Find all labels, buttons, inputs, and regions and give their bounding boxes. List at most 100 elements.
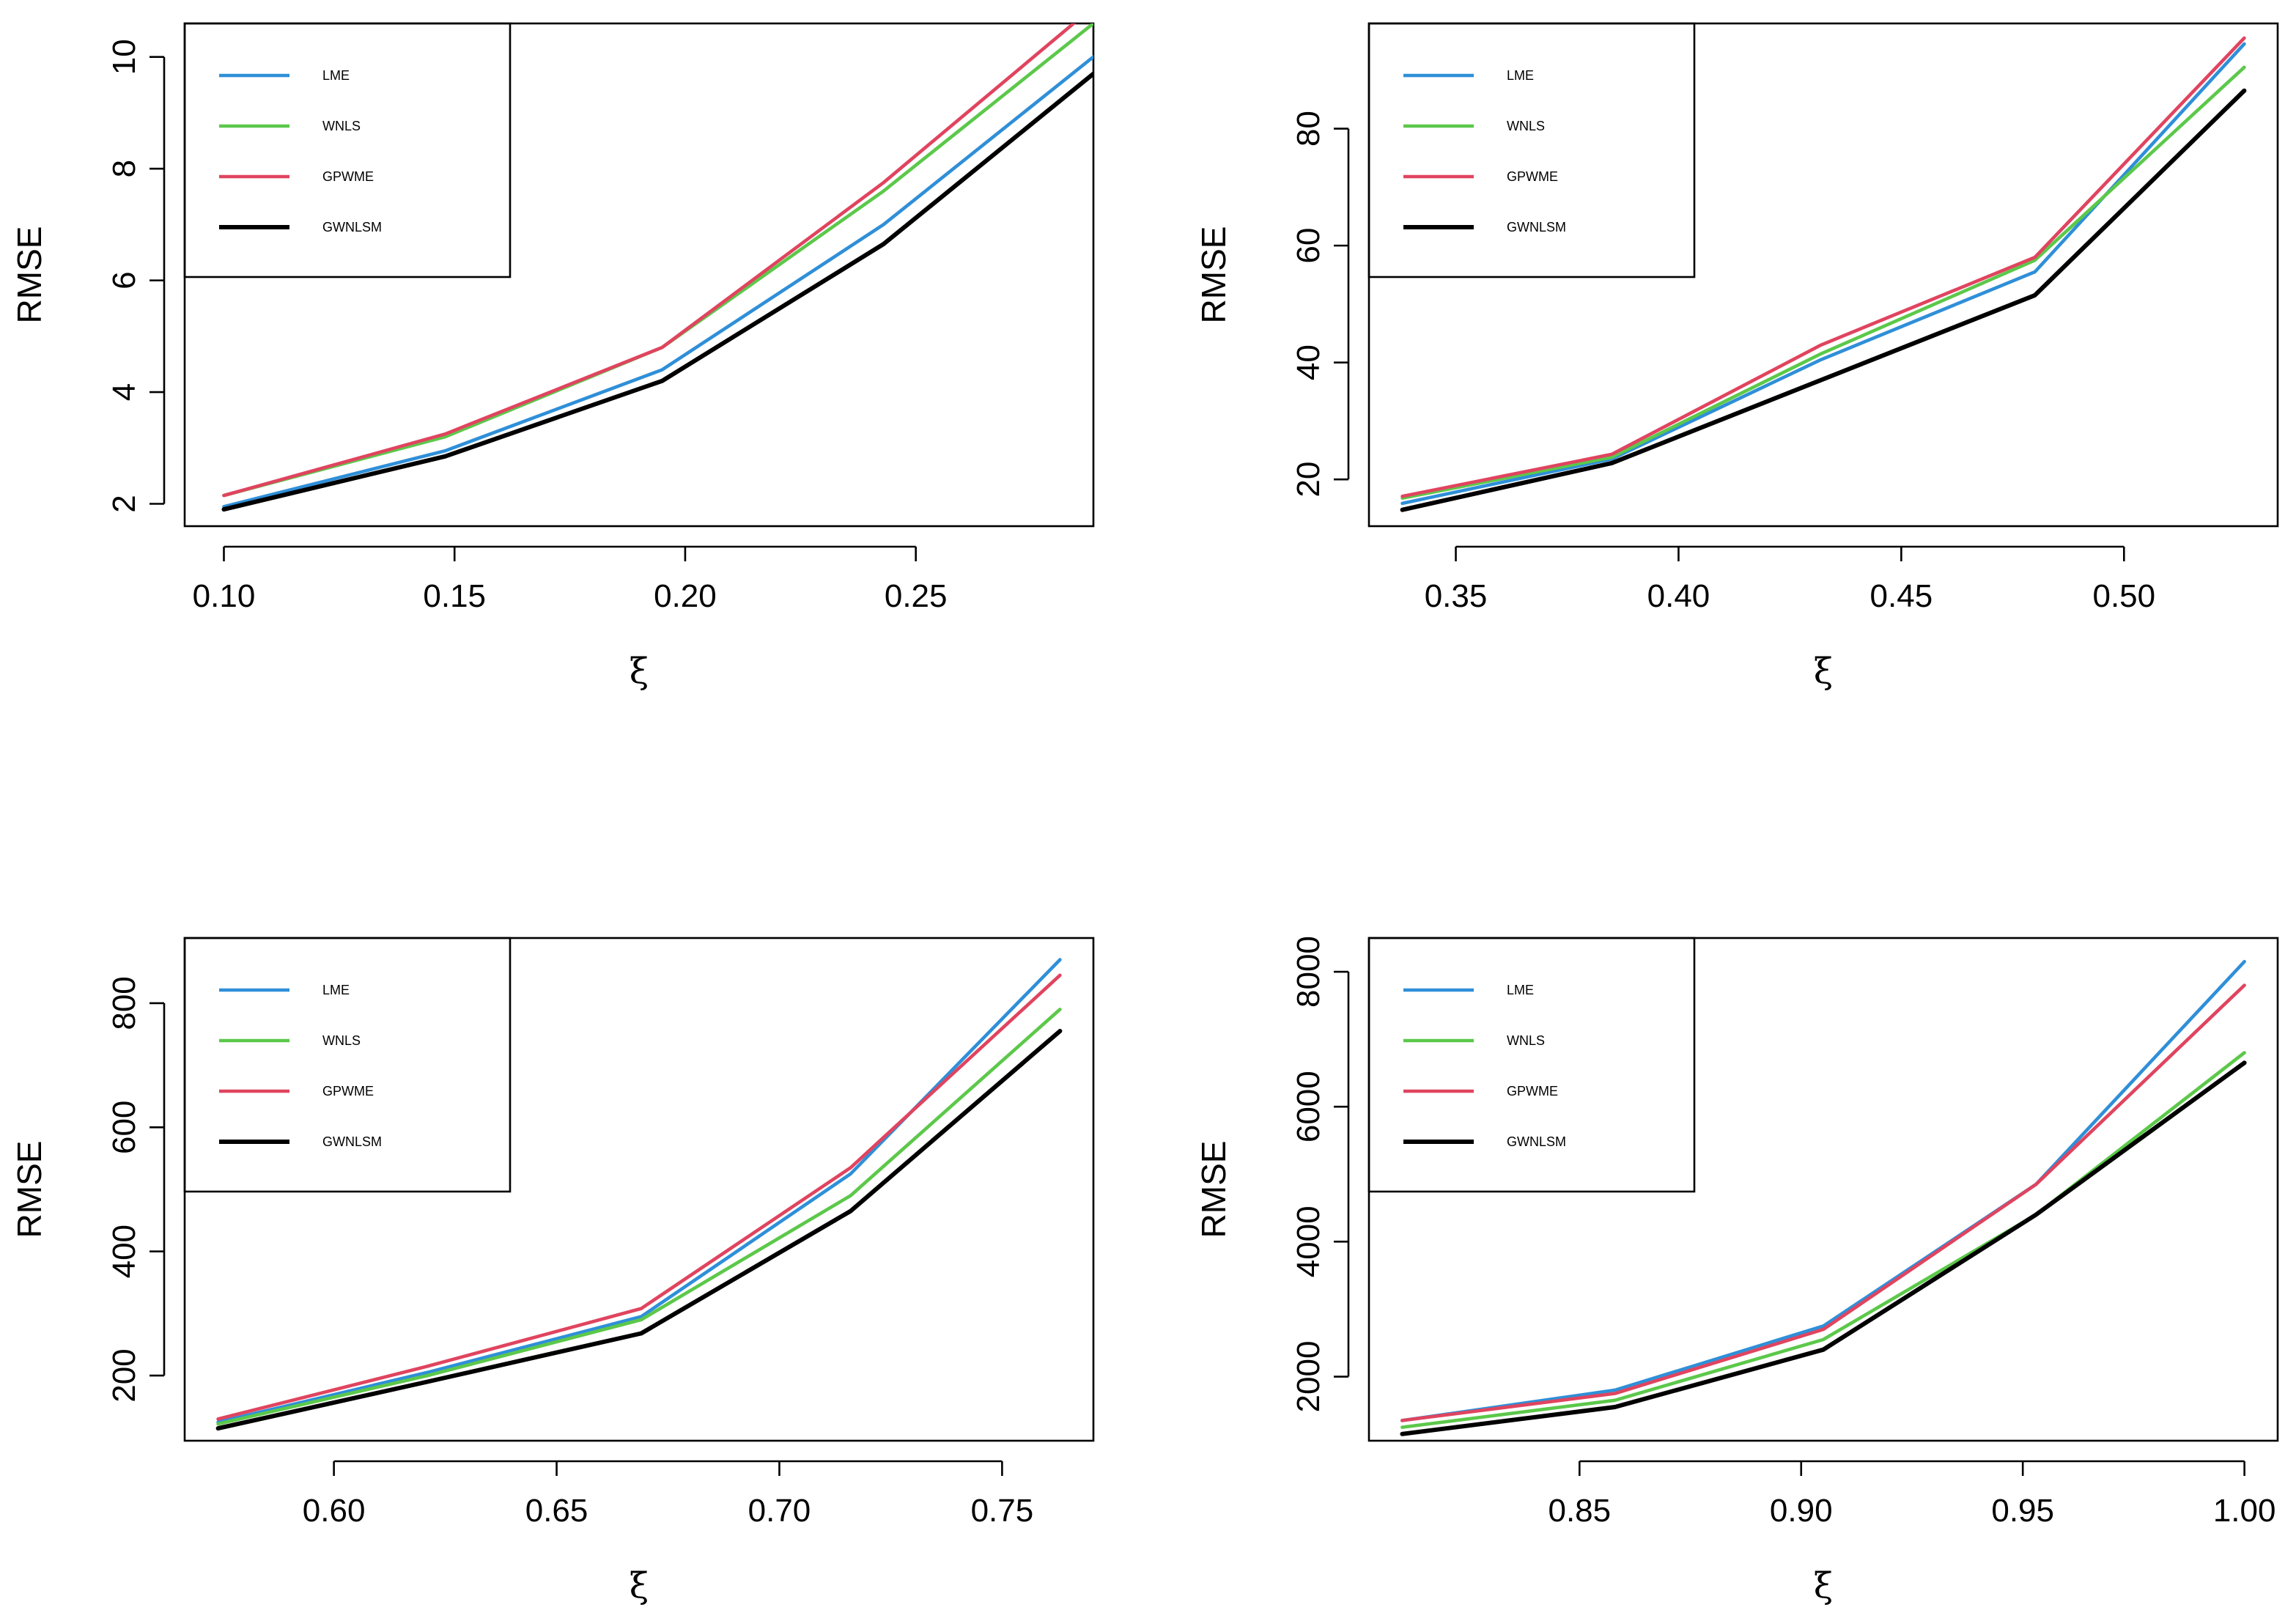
legend-label: GWNLSM (322, 1134, 382, 1149)
legend-box (183, 937, 512, 1193)
x-axis-title: ξ (1814, 1565, 1833, 1606)
x-axis-title: ξ (1814, 651, 1833, 692)
legend-label: WNLS (322, 119, 361, 133)
legend-items: LME WNLS GPWME GWNLSM (219, 68, 382, 235)
y-tick-label: 200 (106, 1348, 142, 1402)
x-axis-title: ξ (630, 651, 649, 692)
series-line-wnls (222, 23, 1093, 498)
x-tick-label: 1.00 (2213, 1493, 2276, 1529)
x-tick-label: 0.10 (193, 578, 256, 614)
series-line-lme (222, 54, 1093, 509)
y-axis-title: RMSE (10, 1141, 48, 1238)
x-tick-label: 0.60 (303, 1493, 366, 1529)
plot-box (183, 22, 1095, 528)
y-tick-label: 8000 (1291, 936, 1326, 1008)
y-tick-label: 6000 (1291, 1071, 1326, 1142)
x-axis-ticks: 0.35 0.40 0.45 0.50 (1425, 545, 2155, 614)
y-tick-label: 20 (1291, 462, 1326, 498)
series-group (1400, 959, 2247, 1436)
y-axis-title: RMSE (1195, 226, 1233, 324)
y-tick-label: 4000 (1291, 1205, 1326, 1277)
series-line-gpwme (222, 23, 1077, 498)
series-line-gpwme (216, 973, 1062, 1421)
legend-box (183, 22, 512, 278)
x-tick-label: 0.85 (1548, 1493, 1611, 1529)
y-tick-label: 10 (106, 39, 142, 75)
legend: LME WNLS GPWME GWNLSM (1367, 937, 1696, 1193)
series-line-wnls (1400, 65, 2246, 501)
y-tick-label: 6 (106, 271, 142, 289)
x-tick-label: 0.95 (1991, 1493, 2054, 1529)
plot-box (1367, 22, 2279, 528)
y-tick-label: 4 (106, 383, 142, 401)
series-line-lme (1400, 42, 2246, 506)
y-axis-title: RMSE (10, 226, 48, 324)
legend-label: WNLS (322, 1033, 361, 1048)
x-tick-label: 0.90 (1770, 1493, 1833, 1529)
legend-label: WNLS (1507, 1033, 1545, 1048)
y-tick-label: 8 (106, 160, 142, 177)
x-tick-label: 0.50 (2092, 578, 2155, 614)
x-tick-label: 0.25 (885, 578, 948, 614)
legend-label: LME (322, 68, 350, 83)
legend: LME WNLS GPWME GWNLSM (183, 937, 512, 1193)
legend-label: LME (322, 983, 350, 997)
y-axis-ticks: 200 400 600 800 (106, 976, 166, 1403)
x-axis-ticks: 0.10 0.15 0.20 0.25 (193, 545, 948, 614)
series-line-gwnlsm (1400, 88, 2247, 512)
legend-label: GWNLSM (1507, 220, 1566, 235)
legend-label: GPWME (1507, 169, 1558, 184)
x-tick-label: 0.70 (748, 1493, 811, 1529)
x-axis-ticks: 0.60 0.65 0.70 0.75 (303, 1460, 1034, 1529)
y-tick-label: 400 (106, 1225, 142, 1278)
x-tick-label: 0.65 (525, 1493, 588, 1529)
y-tick-label: 2000 (1291, 1341, 1326, 1413)
panel-bottom-right: 0.85 0.90 0.95 1.00 2000 4000 6000 8000 RMSE ξ… (1195, 936, 2279, 1606)
x-tick-label: 0.75 (971, 1493, 1034, 1529)
legend-items: LME WNLS GPWME GWNLSM (219, 983, 382, 1149)
series-line-wnls (216, 1008, 1062, 1426)
legend-box (1367, 937, 1696, 1193)
plot-box (1367, 937, 2279, 1442)
legend-items: LME WNLS GPWME GWNLSM (1403, 983, 1566, 1149)
series-line-wnls (1400, 1051, 2246, 1429)
x-tick-label: 0.20 (654, 578, 717, 614)
panel-top-right: 0.35 0.40 0.45 0.50 20 40 60 80 RMSE ξ LME WNLS… (1195, 22, 2279, 692)
plot-box (183, 937, 1095, 1442)
legend: LME WNLS GPWME GWNLSM (183, 22, 512, 278)
y-axis-ticks: 2 4 6 8 10 (106, 39, 166, 513)
legend-label: GPWME (322, 169, 374, 184)
x-axis-title: ξ (630, 1565, 649, 1606)
x-tick-label: 0.45 (1870, 578, 1933, 614)
x-tick-label: 0.15 (423, 578, 486, 614)
legend-items: LME WNLS GPWME GWNLSM (1403, 68, 1566, 235)
legend-label: WNLS (1507, 119, 1545, 133)
legend: LME WNLS GPWME GWNLSM (1367, 22, 1696, 278)
legend-box (1367, 22, 1696, 278)
series-line-gwnlsm (1400, 1060, 2247, 1436)
series-line-gwnlsm (215, 1029, 1063, 1431)
series-line-lme (1400, 959, 2246, 1422)
y-axis-title: RMSE (1195, 1141, 1233, 1238)
series-line-gpwme (1400, 36, 2246, 498)
legend-label: GWNLSM (1507, 1134, 1566, 1149)
series-line-gwnlsm (221, 70, 1093, 512)
series-line-gpwme (1400, 983, 2246, 1422)
y-tick-label: 40 (1291, 344, 1326, 380)
legend-label: GWNLSM (322, 220, 382, 235)
y-tick-label: 2 (106, 495, 142, 512)
y-tick-label: 600 (106, 1101, 142, 1154)
x-tick-label: 0.40 (1647, 578, 1710, 614)
legend-label: GPWME (322, 1084, 374, 1098)
legend-label: GPWME (1507, 1084, 1558, 1098)
legend-label: LME (1507, 68, 1534, 83)
y-axis-ticks: 20 40 60 80 (1291, 111, 1350, 498)
legend-label: LME (1507, 983, 1534, 997)
x-axis-ticks: 0.85 0.90 0.95 1.00 (1548, 1460, 2276, 1529)
panel-top-left: 0.10 0.15 0.20 0.25 2 4 6 8 10 RMSE ξ LME WNLS GP… (10, 22, 1095, 692)
y-tick-label: 80 (1291, 111, 1326, 147)
x-tick-label: 0.35 (1425, 578, 1488, 614)
series-group (1400, 36, 2247, 512)
panel-bottom-left: 0.60 0.65 0.70 0.75 200 400 600 800 RMSE ξ LME… (10, 937, 1095, 1606)
